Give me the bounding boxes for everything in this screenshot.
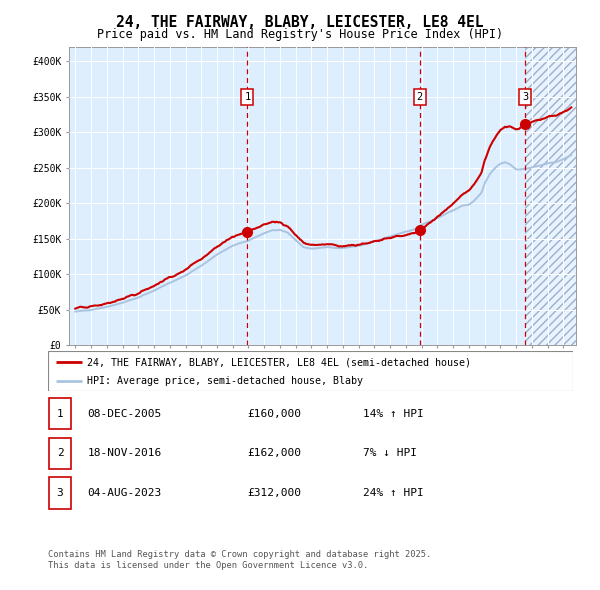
Text: 2: 2	[416, 92, 423, 102]
Bar	[49, 477, 71, 509]
Text: This data is licensed under the Open Government Licence v3.0.: This data is licensed under the Open Gov…	[48, 560, 368, 569]
Text: HPI: Average price, semi-detached house, Blaby: HPI: Average price, semi-detached house,…	[88, 376, 364, 386]
Text: 7% ↓ HPI: 7% ↓ HPI	[363, 448, 417, 458]
Text: £162,000: £162,000	[248, 448, 302, 458]
Text: 04-AUG-2023: 04-AUG-2023	[88, 488, 161, 498]
Text: 1: 1	[57, 409, 64, 419]
Text: 24, THE FAIRWAY, BLABY, LEICESTER, LE8 4EL (semi-detached house): 24, THE FAIRWAY, BLABY, LEICESTER, LE8 4…	[88, 358, 472, 368]
Bar	[526, 47, 576, 345]
Text: 24% ↑ HPI: 24% ↑ HPI	[363, 488, 424, 498]
Text: 2: 2	[57, 448, 64, 458]
Text: 24, THE FAIRWAY, BLABY, LEICESTER, LE8 4EL: 24, THE FAIRWAY, BLABY, LEICESTER, LE8 4…	[116, 15, 484, 30]
Text: 3: 3	[523, 92, 529, 102]
Text: 3: 3	[57, 488, 64, 498]
Text: 08-DEC-2005: 08-DEC-2005	[88, 409, 161, 419]
Text: 1: 1	[244, 92, 251, 102]
Text: 14% ↑ HPI: 14% ↑ HPI	[363, 409, 424, 419]
Text: Price paid vs. HM Land Registry's House Price Index (HPI): Price paid vs. HM Land Registry's House …	[97, 28, 503, 41]
Bar	[49, 438, 71, 469]
Text: £160,000: £160,000	[248, 409, 302, 419]
Text: Contains HM Land Registry data © Crown copyright and database right 2025.: Contains HM Land Registry data © Crown c…	[48, 550, 431, 559]
Bar	[526, 47, 576, 345]
Bar	[49, 398, 71, 430]
Text: 18-NOV-2016: 18-NOV-2016	[88, 448, 161, 458]
Text: £312,000: £312,000	[248, 488, 302, 498]
